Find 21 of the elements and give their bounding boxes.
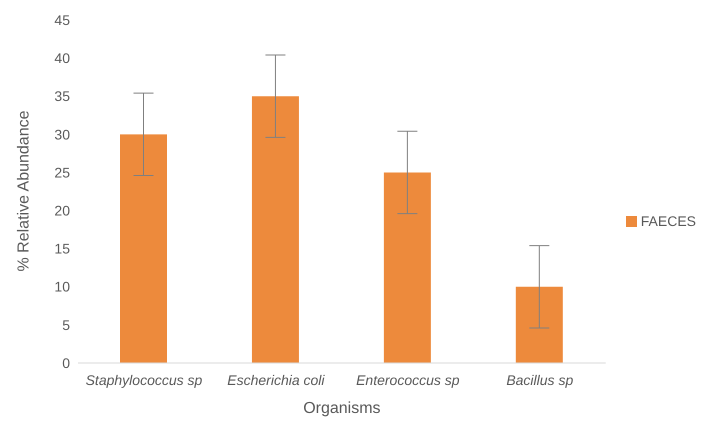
x-tick-label: Bacillus sp — [506, 372, 574, 388]
y-tick-label: 25 — [54, 164, 70, 180]
x-tick-label: Staphylococcus sp — [86, 372, 203, 388]
x-tick-label: Enterococcus sp — [356, 372, 460, 388]
y-axis-title: % Relative Abundance — [16, 110, 33, 272]
bar — [516, 286, 563, 363]
y-tick-label: 20 — [54, 202, 70, 219]
bar — [120, 134, 167, 363]
y-tick-label: 10 — [54, 278, 70, 295]
bar — [384, 172, 431, 363]
x-axis-title: Organisms — [303, 400, 381, 417]
y-tick-label: 35 — [54, 88, 70, 104]
y-tick-label: 0 — [62, 354, 70, 371]
x-tick-label: Escherichia coli — [227, 372, 326, 388]
bar — [252, 96, 299, 363]
y-tick-label: 5 — [62, 316, 70, 333]
y-tick-label: 15 — [54, 240, 70, 257]
y-tick-label: 45 — [54, 12, 70, 28]
y-tick-label: 30 — [54, 126, 70, 142]
y-tick-label: 40 — [54, 50, 70, 66]
legend-label: FAECES — [640, 212, 696, 228]
